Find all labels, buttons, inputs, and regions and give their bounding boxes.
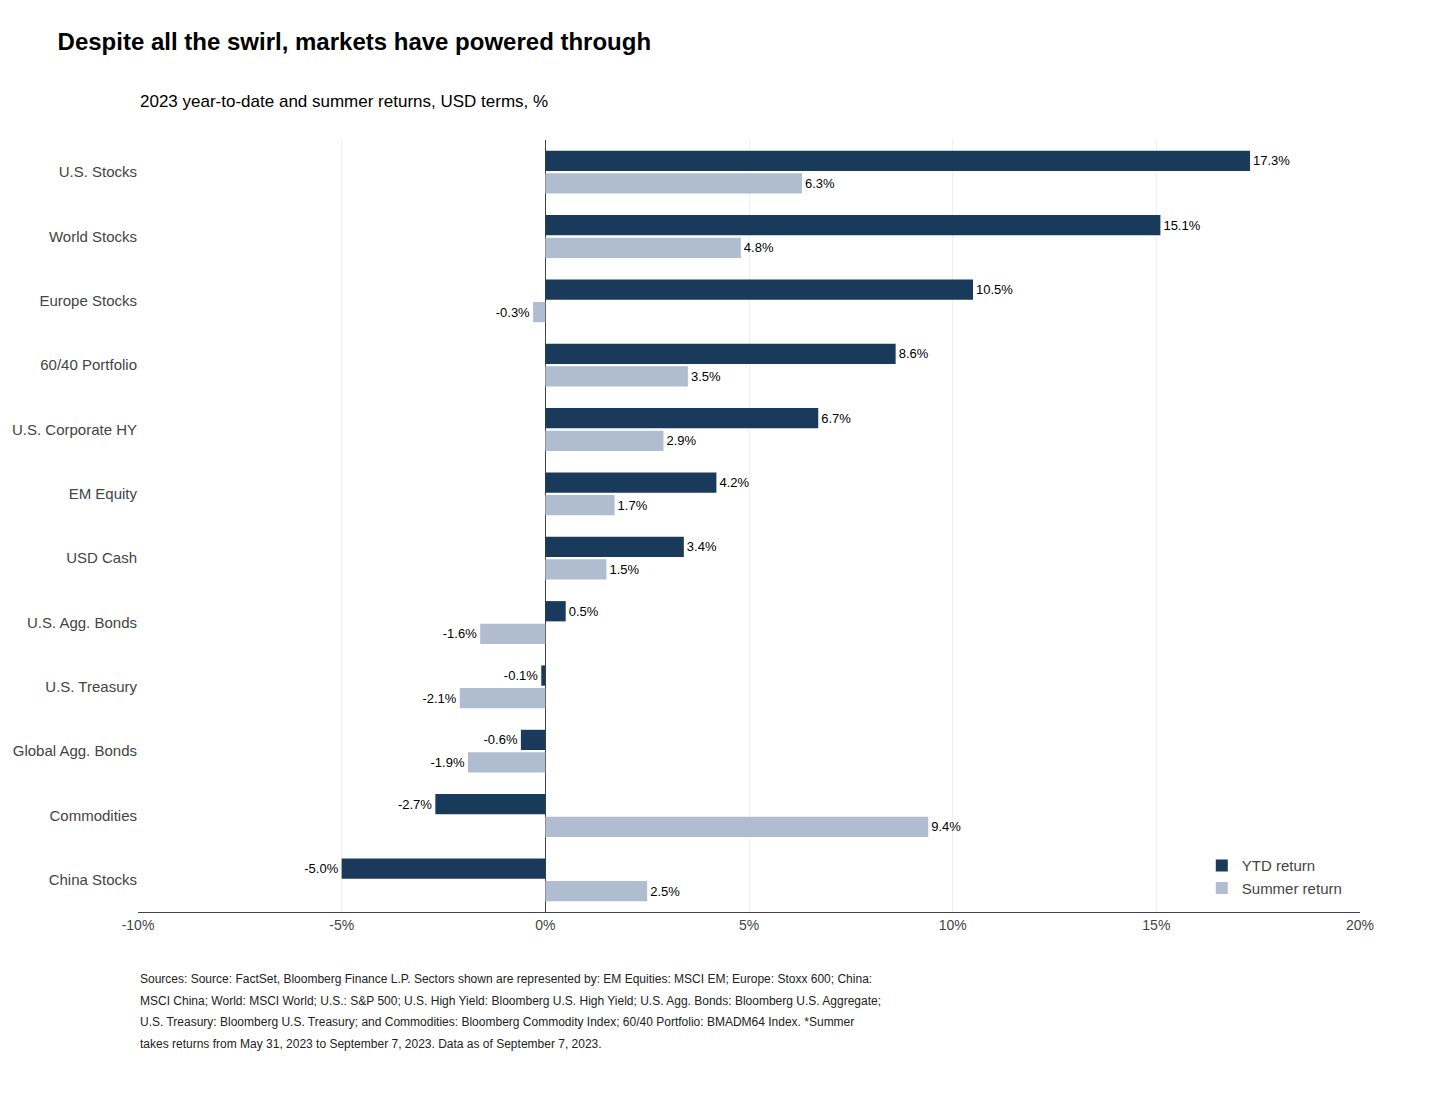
svg-text:5%: 5%: [739, 917, 759, 933]
svg-text:17.3%: 17.3%: [1253, 153, 1290, 168]
svg-text:U.S. Treasury: Bloomberg U.S.: U.S. Treasury: Bloomberg U.S. Treasury; …: [140, 1015, 854, 1029]
svg-text:2023 year-to-date and summer r: 2023 year-to-date and summer returns, US…: [140, 92, 548, 111]
svg-text:2.9%: 2.9%: [666, 433, 696, 448]
svg-text:9.4%: 9.4%: [931, 819, 961, 834]
svg-text:-10%: -10%: [122, 917, 155, 933]
svg-text:takes returns from May 31, 202: takes returns from May 31, 2023 to Septe…: [140, 1037, 602, 1051]
svg-text:-2.1%: -2.1%: [422, 691, 456, 706]
svg-text:8.6%: 8.6%: [899, 346, 929, 361]
svg-text:15.1%: 15.1%: [1163, 218, 1200, 233]
svg-text:MSCI China; World: MSCI World;: MSCI China; World: MSCI World; U.S.: S&P…: [140, 994, 881, 1008]
svg-text:-0.6%: -0.6%: [483, 732, 517, 747]
svg-text:-2.7%: -2.7%: [398, 797, 432, 812]
svg-text:Commodities: Commodities: [49, 807, 137, 824]
svg-text:1.5%: 1.5%: [609, 562, 639, 577]
svg-text:-5.0%: -5.0%: [304, 861, 338, 876]
svg-text:-1.6%: -1.6%: [443, 626, 477, 641]
svg-text:6.3%: 6.3%: [805, 176, 835, 191]
svg-text:-1.9%: -1.9%: [431, 755, 465, 770]
svg-text:U.S. Agg. Bonds: U.S. Agg. Bonds: [27, 614, 137, 631]
svg-text:Global Agg. Bonds: Global Agg. Bonds: [13, 742, 137, 759]
svg-text:EM Equity: EM Equity: [69, 485, 138, 502]
svg-text:Europe Stocks: Europe Stocks: [39, 292, 137, 309]
svg-text:Despite all the swirl, markets: Despite all the swirl, markets have powe…: [58, 28, 652, 55]
svg-text:10%: 10%: [939, 917, 967, 933]
svg-text:U.S. Corporate HY: U.S. Corporate HY: [12, 421, 137, 438]
svg-text:Sources: Source: FactSet, Bloo: Sources: Source: FactSet, Bloomberg Fina…: [140, 972, 872, 986]
svg-text:U.S. Treasury: U.S. Treasury: [45, 678, 137, 695]
svg-text:6.7%: 6.7%: [821, 411, 851, 426]
svg-text:4.8%: 4.8%: [744, 240, 774, 255]
svg-text:USD Cash: USD Cash: [66, 549, 137, 566]
svg-text:15%: 15%: [1142, 917, 1170, 933]
svg-text:20%: 20%: [1346, 917, 1374, 933]
svg-text:1.7%: 1.7%: [618, 498, 648, 513]
svg-text:U.S. Stocks: U.S. Stocks: [59, 163, 137, 180]
svg-text:60/40 Portfolio: 60/40 Portfolio: [40, 356, 137, 373]
svg-text:3.4%: 3.4%: [687, 539, 717, 554]
svg-text:-0.3%: -0.3%: [496, 305, 530, 320]
svg-text:0%: 0%: [535, 917, 555, 933]
svg-text:World Stocks: World Stocks: [49, 228, 137, 245]
svg-text:China Stocks: China Stocks: [49, 871, 137, 888]
svg-text:Summer return: Summer return: [1242, 880, 1342, 897]
svg-text:2.5%: 2.5%: [650, 884, 680, 899]
svg-text:-5%: -5%: [329, 917, 354, 933]
svg-text:10.5%: 10.5%: [976, 282, 1013, 297]
svg-text:4.2%: 4.2%: [719, 475, 749, 490]
svg-text:-0.1%: -0.1%: [504, 668, 538, 683]
svg-text:0.5%: 0.5%: [569, 604, 599, 619]
svg-text:YTD return: YTD return: [1242, 857, 1315, 874]
svg-text:3.5%: 3.5%: [691, 369, 721, 384]
